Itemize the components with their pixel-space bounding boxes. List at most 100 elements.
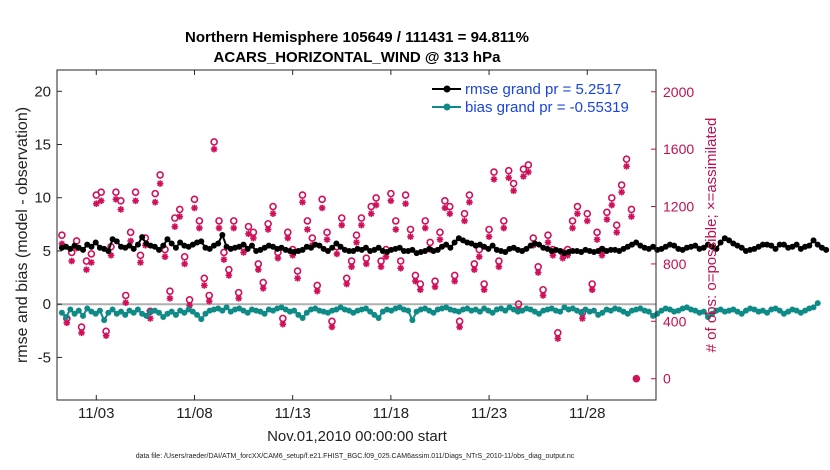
- obs-assimilated-stroke: [599, 252, 605, 259]
- obs-assimilated-stroke: [432, 283, 438, 290]
- obs-possible-marker: [303, 217, 312, 225]
- obs-assimilated-marker: [259, 285, 267, 292]
- obs-assimilated-stroke: [549, 252, 556, 259]
- rmse-marker: [400, 247, 407, 254]
- rmse-marker: [172, 244, 179, 251]
- obs-assimilated-stroke: [112, 196, 119, 203]
- obs-assimilated-marker: [348, 263, 355, 271]
- obs-possible-marker: [112, 188, 120, 196]
- rmse-marker: [215, 240, 222, 247]
- obs-assimilated-stroke: [535, 269, 542, 276]
- obs-assimilated-stroke: [417, 286, 424, 293]
- obs-possible-marker: [401, 191, 410, 199]
- rmse-marker: [485, 245, 492, 252]
- obs-assimilated-stroke: [471, 266, 478, 273]
- bias-marker: [194, 311, 201, 318]
- left-tick-label: -5: [38, 349, 51, 366]
- obs-assimilated-marker: [471, 266, 478, 273]
- obs-assimilated-stroke: [265, 226, 272, 233]
- obs-possible-marker: [387, 189, 395, 198]
- rmse-marker: [244, 245, 251, 252]
- rmse-marker: [814, 241, 821, 248]
- obs-assimilated-stroke: [201, 282, 208, 289]
- obs-possible-marker: [460, 209, 469, 218]
- obs-assimilated-stroke: [613, 229, 620, 236]
- obs-assimilated-stroke: [476, 253, 483, 260]
- obs-possible-marker: [603, 208, 611, 217]
- chart-title-line2: ACARS_HORIZONTAL_WIND @ 313 hPa: [214, 49, 502, 66]
- obs-assimilated-stroke: [162, 253, 168, 260]
- obs-assimilated-stroke: [368, 210, 375, 217]
- obs-assimilated-stroke: [545, 239, 551, 246]
- bias-marker: [58, 309, 65, 316]
- obs-assimilated-stroke: [486, 233, 493, 240]
- obs-assimilated-marker: [628, 213, 635, 220]
- rmse-marker: [168, 240, 175, 247]
- obs-assimilated-marker: [608, 201, 616, 209]
- x-axis: 11/03 11/08 11/13 11/18 11/23 11/28: [78, 70, 605, 422]
- obs-assimilated-marker: [358, 221, 365, 229]
- obs-assimilated-stroke: [329, 324, 335, 330]
- obs-assimilated-stroke: [603, 216, 610, 223]
- obs-assimilated-marker: [417, 286, 424, 294]
- legend-bias-label: bias grand pr = -0.55319: [465, 99, 629, 116]
- obs-assimilated-marker: [210, 145, 218, 153]
- obs-assimilated-stroke: [633, 375, 640, 382]
- rmse-marker: [206, 245, 213, 252]
- obs-assimilated-stroke: [510, 187, 517, 194]
- rmse-marker: [738, 244, 745, 251]
- bias-marker: [502, 307, 509, 314]
- obs-assimilated-stroke: [456, 324, 463, 330]
- obs-assimilated-marker: [200, 282, 208, 289]
- rmse-marker: [156, 246, 163, 253]
- left-axis: -5 0 5 10 15 20: [34, 83, 62, 366]
- obs-assimilated-marker: [250, 234, 257, 242]
- bias-marker: [156, 309, 163, 316]
- bias-marker: [299, 315, 306, 322]
- obs-assimilated-stroke: [83, 266, 90, 273]
- obs-assimilated-stroke: [579, 315, 586, 322]
- rmse-marker: [160, 242, 167, 249]
- obs-possible-marker: [352, 231, 361, 240]
- bias-marker: [261, 310, 268, 317]
- obs-assimilated-stroke: [387, 197, 394, 204]
- obs-assimilated-marker: [534, 269, 542, 276]
- obs-assimilated-marker: [161, 253, 169, 261]
- obs-assimilated-stroke: [260, 285, 267, 292]
- obs-assimilated-stroke: [275, 255, 281, 262]
- obs-possible-marker: [499, 217, 508, 225]
- bias-marker: [130, 309, 137, 316]
- obs-assimilated-marker: [579, 315, 586, 322]
- rmse-marker: [198, 238, 205, 245]
- obs-assimilated-stroke: [220, 256, 227, 263]
- rmse-marker: [92, 239, 99, 246]
- obs-assimilated-marker: [402, 200, 409, 207]
- obs-assimilated-stroke: [540, 292, 547, 299]
- obs-assimilated-marker: [480, 286, 488, 294]
- rmse-marker: [523, 245, 530, 252]
- obs-assimilated-stroke: [363, 260, 370, 267]
- bias-marker: [96, 307, 103, 314]
- obs-possible-marker: [136, 251, 145, 260]
- obs-assimilated-marker: [83, 266, 90, 273]
- rmse-marker: [633, 239, 640, 246]
- obs-assimilated-stroke: [255, 266, 262, 273]
- rmse-marker: [759, 241, 766, 248]
- obs-assimilated-marker: [353, 239, 360, 246]
- rmse-marker: [489, 242, 496, 249]
- bias-marker: [764, 309, 771, 316]
- obs-assimilated-marker: [88, 259, 95, 266]
- obs-possible-marker: [485, 225, 493, 234]
- rmse-marker: [105, 247, 112, 254]
- bias-marker: [168, 308, 175, 315]
- obs-possible-marker: [151, 189, 159, 198]
- obs-assimilated-stroke: [584, 217, 591, 224]
- obs-possible-marker: [426, 238, 434, 247]
- rmse-marker: [768, 242, 775, 249]
- plot-frame: [56, 69, 657, 401]
- obs-assimilated-stroke: [117, 206, 124, 213]
- obs-assimilated-marker: [68, 257, 76, 265]
- bias-marker: [776, 307, 783, 314]
- rmse-marker: [337, 243, 344, 250]
